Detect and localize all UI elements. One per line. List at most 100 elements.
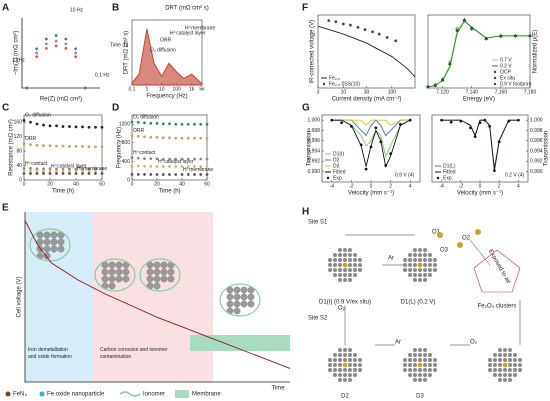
atom	[503, 368, 507, 372]
atom	[333, 263, 337, 267]
x-tick-label: 60	[99, 181, 105, 187]
series-label: H⁺contact	[25, 161, 48, 167]
point	[35, 51, 39, 55]
legend-label: Fe oxide nanoparticle	[47, 392, 105, 398]
point	[81, 125, 84, 129]
atom	[433, 363, 437, 367]
point	[74, 51, 78, 55]
x-tick-label: 2	[389, 183, 392, 189]
point	[83, 86, 87, 90]
particle	[146, 261, 154, 269]
line	[441, 119, 519, 170]
atom	[353, 353, 357, 357]
point	[55, 144, 58, 148]
point	[186, 122, 190, 126]
x-tick-label: 10	[159, 86, 165, 92]
point	[205, 157, 209, 161]
point	[68, 169, 71, 173]
atom	[508, 368, 512, 372]
point	[449, 120, 453, 124]
atom	[328, 368, 332, 372]
atom	[358, 258, 362, 262]
particle	[101, 275, 109, 283]
y-tick-label: 0	[19, 177, 22, 183]
point	[327, 19, 331, 23]
particle	[153, 282, 161, 290]
atom	[513, 358, 517, 362]
point	[199, 173, 203, 176]
point	[94, 125, 97, 129]
point	[54, 44, 58, 48]
y-axis-label: −Im(Z) (mΩ cm²)	[14, 31, 20, 76]
atom	[513, 368, 517, 372]
point	[193, 136, 196, 140]
particle	[160, 268, 168, 276]
point	[42, 172, 45, 175]
atom	[428, 358, 432, 362]
point	[394, 39, 398, 43]
line	[317, 25, 416, 78]
atom	[408, 258, 412, 262]
atom	[518, 368, 522, 372]
iron-atom	[342, 362, 348, 368]
diagram-label: D1(L) (0.2 V)	[401, 300, 436, 306]
series-label: ORR	[133, 128, 145, 134]
point	[54, 34, 58, 37]
point	[193, 157, 196, 161]
legend-label: Exp.	[333, 175, 343, 181]
point	[363, 28, 367, 32]
atom	[423, 263, 427, 267]
point	[143, 157, 146, 161]
particle	[153, 275, 161, 283]
point	[35, 169, 39, 173]
atom	[498, 368, 502, 372]
x-tick-label: 30	[364, 89, 370, 95]
axes	[21, 18, 100, 89]
y-tick-label: 0.990	[307, 169, 320, 175]
point	[168, 165, 171, 168]
point	[61, 172, 65, 175]
point	[168, 122, 171, 126]
y-tick-label: 120	[14, 134, 23, 140]
x-axis-label: Re(Z) (mΩ cm²)	[40, 97, 82, 103]
atom	[333, 253, 337, 257]
series-label: H⁺membrane	[77, 166, 107, 172]
panel-label: A	[2, 3, 9, 14]
atom	[513, 363, 517, 367]
annotation: 0.1 Hz	[95, 72, 110, 78]
atom	[353, 253, 357, 257]
point	[136, 164, 140, 168]
point	[379, 140, 383, 144]
y-tick-label: 0.992	[530, 159, 543, 165]
point	[186, 165, 190, 168]
diagram-label: Ar	[388, 256, 394, 262]
atom	[353, 258, 357, 262]
axes	[24, 212, 290, 383]
particle	[115, 261, 123, 269]
diagram-label: O2	[462, 236, 471, 242]
atom	[348, 358, 352, 362]
y-axis-label: Frequency (Hz)	[117, 127, 123, 168]
atom	[353, 263, 357, 267]
point	[168, 173, 171, 176]
particle	[108, 261, 116, 269]
point	[87, 172, 91, 175]
point	[470, 26, 474, 30]
point	[356, 25, 360, 29]
atom	[348, 363, 352, 367]
legend-label: Fitted	[333, 169, 346, 175]
iron-atom	[417, 362, 423, 368]
atom	[338, 373, 342, 377]
atom	[408, 368, 412, 372]
x-tick-label: -2	[349, 183, 354, 189]
atom	[508, 373, 512, 377]
point	[180, 136, 184, 140]
atom	[408, 263, 412, 267]
atom	[333, 363, 337, 367]
atom	[353, 363, 357, 367]
point	[136, 134, 140, 138]
atom	[503, 348, 507, 352]
point	[488, 124, 492, 128]
point	[136, 172, 140, 176]
point	[528, 34, 532, 38]
